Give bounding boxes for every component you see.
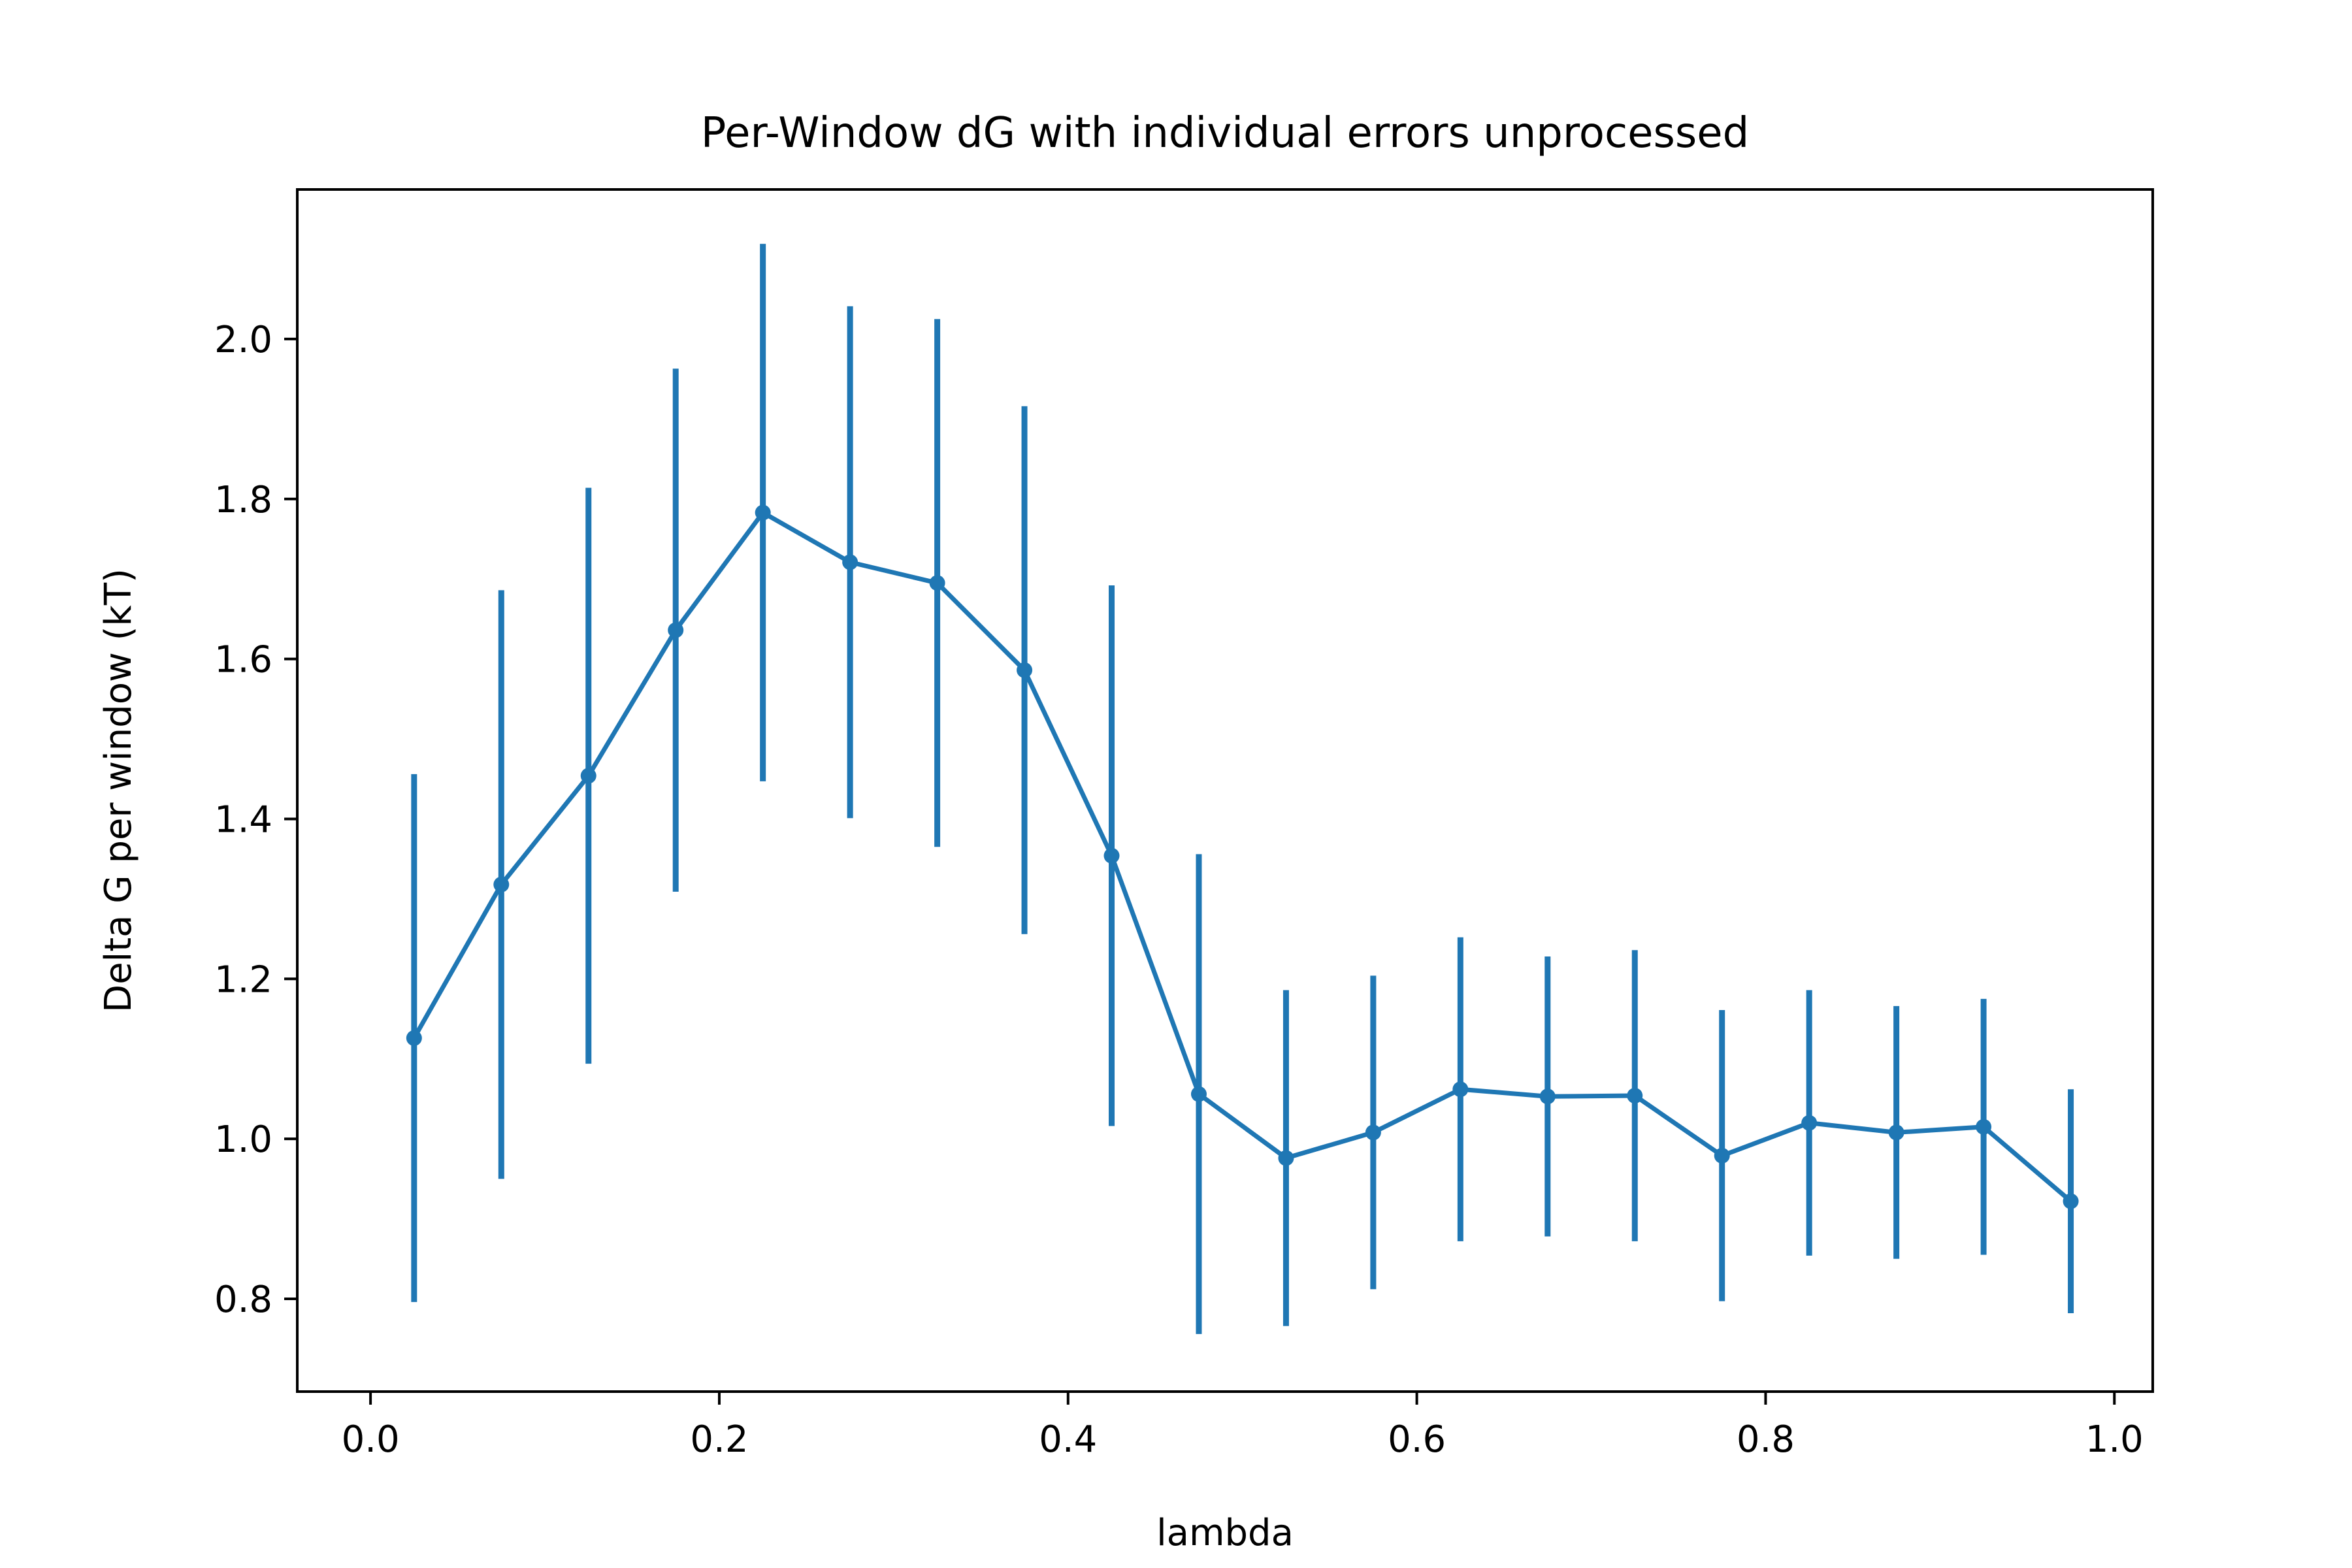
y-axis: 0.8 1.0 1.2 1.4 1.6 1.8 2.0 (214, 319, 297, 1321)
data-point (842, 554, 858, 570)
data-point (1365, 1124, 1381, 1141)
x-tick-label: 0.0 (342, 1418, 400, 1461)
axes-frame (296, 188, 2154, 1393)
data-point (1452, 1081, 1469, 1098)
data-point (1976, 1119, 1992, 1135)
y-tick-label: 2.0 (214, 319, 272, 361)
data-point (929, 575, 945, 591)
x-tick-label: 0.4 (1039, 1418, 1097, 1461)
data-point (1801, 1115, 1818, 1131)
data-point (1539, 1088, 1556, 1105)
series-line (412, 510, 2073, 1204)
x-tick-label: 0.2 (690, 1418, 748, 1461)
y-tick-label: 1.8 (214, 479, 272, 521)
data-point (1190, 1086, 1207, 1102)
data-point (1017, 662, 1033, 678)
data-point (580, 768, 596, 784)
data-point (493, 876, 510, 892)
data-point (1103, 847, 1120, 864)
y-tick-label: 1.6 (214, 639, 272, 681)
x-tick-label: 1.0 (2085, 1418, 2144, 1461)
y-axis-label: Delta G per window (kT) (97, 568, 140, 1013)
data-point (1278, 1150, 1294, 1166)
y-tick-label: 0.8 (214, 1279, 272, 1321)
x-axis-label: lambda (1156, 1512, 1294, 1554)
data-point (668, 622, 684, 638)
data-point (755, 504, 771, 521)
data-point (406, 1030, 422, 1046)
x-tick-label: 0.6 (1388, 1418, 1446, 1461)
y-tick-label: 1.2 (214, 958, 272, 1001)
x-tick-label: 0.8 (1737, 1418, 1795, 1461)
data-point (2063, 1193, 2079, 1209)
chart-title: Per-Window dG with individual errors unp… (701, 109, 1749, 157)
plot-area (406, 244, 2079, 1334)
data-point (1888, 1124, 1904, 1141)
data-point (1714, 1147, 1730, 1164)
y-tick-label: 1.4 (214, 798, 272, 841)
data-point (1627, 1088, 1643, 1104)
y-tick-label: 1.0 (214, 1119, 272, 1161)
x-axis: 0.0 0.2 0.4 0.6 0.8 1.0 (342, 1392, 2144, 1461)
